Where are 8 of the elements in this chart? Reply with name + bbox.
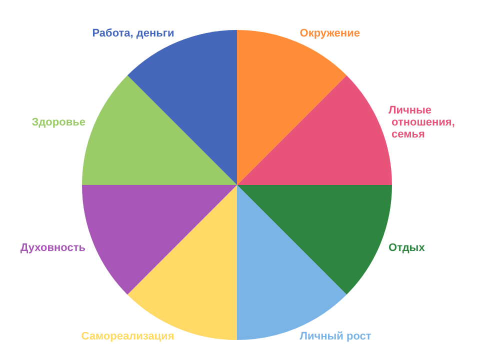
slice-label: Отдых — [388, 242, 426, 254]
slice-label: Духовность — [20, 242, 86, 254]
slice-label: Работа, деньги — [92, 28, 174, 40]
slice-label: Личные отношения, семья — [388, 104, 455, 140]
slice-label: Здоровье — [32, 116, 86, 128]
slice-label: Личный рост — [300, 330, 372, 343]
slice-label: Самореализация — [81, 330, 174, 343]
slice-label: Окружение — [300, 28, 360, 40]
